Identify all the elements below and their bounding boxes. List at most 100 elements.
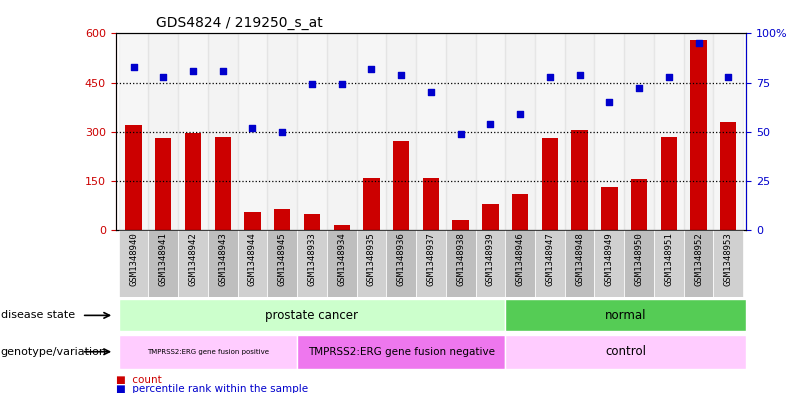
Bar [297, 230, 327, 297]
Bar [267, 230, 297, 297]
Bar [155, 138, 172, 230]
Text: GSM1348947: GSM1348947 [545, 232, 555, 286]
Point [306, 81, 318, 88]
Bar [416, 33, 446, 230]
Bar [393, 141, 409, 230]
Text: TMPRSS2:ERG gene fusion positive: TMPRSS2:ERG gene fusion positive [147, 349, 269, 355]
Bar [476, 33, 505, 230]
Bar [208, 33, 238, 230]
Text: GSM1348942: GSM1348942 [188, 232, 198, 286]
Bar [327, 33, 357, 230]
Bar [125, 125, 142, 230]
Point [484, 121, 497, 127]
Bar [482, 204, 499, 230]
Bar [304, 213, 320, 230]
Point [662, 73, 675, 80]
Bar [334, 225, 350, 230]
Bar [571, 130, 588, 230]
Text: ■  count: ■ count [116, 375, 161, 386]
Bar [148, 33, 178, 230]
Bar [178, 230, 208, 297]
Text: disease state: disease state [1, 310, 75, 320]
Text: GSM1348949: GSM1348949 [605, 232, 614, 286]
Bar [357, 33, 386, 230]
Text: GSM1348953: GSM1348953 [724, 232, 733, 286]
Bar [178, 33, 208, 230]
Bar [446, 230, 476, 297]
Bar [661, 136, 677, 230]
Bar [119, 33, 148, 230]
Text: GSM1348941: GSM1348941 [159, 232, 168, 286]
Point [127, 64, 140, 70]
Text: GSM1348952: GSM1348952 [694, 232, 703, 286]
Text: GSM1348940: GSM1348940 [129, 232, 138, 286]
Text: GSM1348935: GSM1348935 [367, 232, 376, 286]
Point [365, 66, 377, 72]
Bar [512, 194, 528, 230]
Text: GSM1348950: GSM1348950 [634, 232, 643, 286]
Bar [595, 230, 624, 297]
Point [395, 72, 408, 78]
Text: GSM1348938: GSM1348938 [456, 232, 465, 286]
Text: GSM1348951: GSM1348951 [664, 232, 674, 286]
Bar [416, 230, 446, 297]
Bar [624, 230, 654, 297]
Point [246, 125, 259, 131]
Bar [238, 33, 267, 230]
Point [573, 72, 586, 78]
Point [514, 111, 527, 117]
Point [276, 129, 289, 135]
Text: TMPRSS2:ERG gene fusion negative: TMPRSS2:ERG gene fusion negative [308, 347, 495, 357]
Bar [505, 33, 535, 230]
Text: normal: normal [605, 309, 646, 322]
Bar [357, 230, 386, 297]
Bar [595, 33, 624, 230]
Bar [535, 33, 565, 230]
Bar [452, 220, 469, 230]
Bar [535, 230, 565, 297]
Bar [185, 133, 201, 230]
Text: GSM1348945: GSM1348945 [278, 232, 286, 286]
Point [157, 73, 170, 80]
Bar [505, 299, 746, 331]
Text: GSM1348933: GSM1348933 [307, 232, 317, 286]
Bar [244, 212, 261, 230]
Bar [720, 122, 737, 230]
Text: GSM1348943: GSM1348943 [219, 232, 227, 286]
Bar [363, 178, 380, 230]
Bar [446, 33, 476, 230]
Bar [505, 230, 535, 297]
Text: genotype/variation: genotype/variation [1, 347, 107, 357]
Point [425, 89, 437, 95]
Text: prostate cancer: prostate cancer [266, 309, 358, 322]
Bar [505, 335, 746, 369]
Text: GSM1348944: GSM1348944 [248, 232, 257, 286]
Bar [208, 230, 238, 297]
Bar [274, 209, 290, 230]
Text: GSM1348936: GSM1348936 [397, 232, 405, 286]
Bar [713, 33, 743, 230]
Text: ■  percentile rank within the sample: ■ percentile rank within the sample [116, 384, 308, 393]
Text: GSM1348946: GSM1348946 [516, 232, 524, 286]
Point [216, 68, 229, 74]
Point [722, 73, 735, 80]
Text: GSM1348948: GSM1348948 [575, 232, 584, 286]
Point [603, 99, 616, 105]
Point [692, 40, 705, 46]
Bar [654, 230, 684, 297]
Bar [238, 230, 267, 297]
Point [454, 130, 467, 137]
Bar [565, 230, 595, 297]
Bar [148, 230, 178, 297]
Bar [624, 33, 654, 230]
Bar [267, 33, 297, 230]
Bar [654, 33, 684, 230]
Point [633, 85, 646, 92]
Bar [423, 178, 439, 230]
Bar [119, 335, 297, 369]
Bar [690, 40, 707, 230]
Bar [476, 230, 505, 297]
Bar [565, 33, 595, 230]
Point [335, 81, 348, 88]
Point [187, 68, 200, 74]
